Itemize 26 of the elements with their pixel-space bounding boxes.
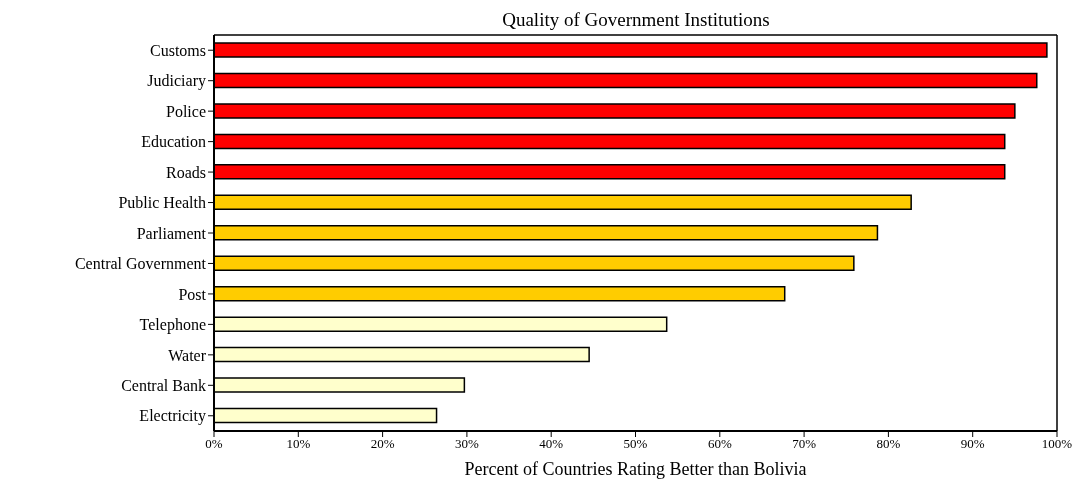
y-tick-label: Post — [178, 285, 207, 303]
x-tick-label: 50% — [623, 436, 648, 452]
y-tick-label: Police — [166, 102, 206, 120]
x-tick-label: 40% — [539, 436, 564, 452]
x-tick-label: 0% — [205, 436, 223, 452]
x-tick-label: 100% — [1041, 436, 1073, 452]
x-tick-label: 60% — [707, 436, 732, 452]
y-tick-label: Parliament — [136, 224, 207, 242]
x-tick-label: 70% — [792, 436, 817, 452]
x-tick-label: 10% — [286, 436, 311, 452]
y-tick-label: Public Health — [118, 194, 206, 212]
y-tick-label: Electricity — [139, 407, 206, 426]
y-tick-label: Central Government — [74, 255, 207, 273]
y-tick-label: Central Bank — [121, 376, 206, 394]
x-tick-label: 20% — [370, 436, 395, 452]
chart-title: Quality of Government Institutions — [501, 8, 771, 32]
x-tick-label: 80% — [876, 436, 901, 452]
x-tick-label: 30% — [454, 436, 479, 452]
y-tick-label: Water — [168, 346, 207, 364]
x-tick-label: 90% — [960, 436, 985, 452]
y-tick-label: Judiciary — [147, 72, 206, 91]
y-tick-label: Roads — [166, 163, 206, 181]
y-tick-label: Customs — [149, 41, 206, 59]
x-axis-title: Percent of Countries Rating Better than Bolivia — [464, 459, 807, 479]
y-tick-label: Education — [141, 133, 206, 151]
y-tick-label: Telephone — [139, 316, 206, 335]
